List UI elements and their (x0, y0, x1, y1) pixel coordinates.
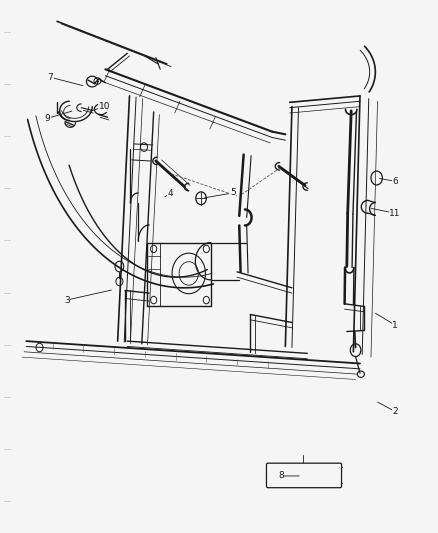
Text: 11: 11 (389, 209, 400, 217)
Text: 3: 3 (64, 296, 70, 304)
Text: 6: 6 (391, 177, 397, 185)
FancyBboxPatch shape (266, 463, 341, 488)
Text: 8: 8 (277, 472, 283, 480)
Text: 1: 1 (391, 321, 397, 329)
Text: 2: 2 (392, 407, 397, 416)
Text: 9: 9 (44, 114, 50, 123)
Text: 4: 4 (167, 189, 173, 198)
Text: 5: 5 (229, 189, 235, 197)
Text: 7: 7 (47, 73, 53, 82)
Text: 10: 10 (99, 102, 110, 111)
